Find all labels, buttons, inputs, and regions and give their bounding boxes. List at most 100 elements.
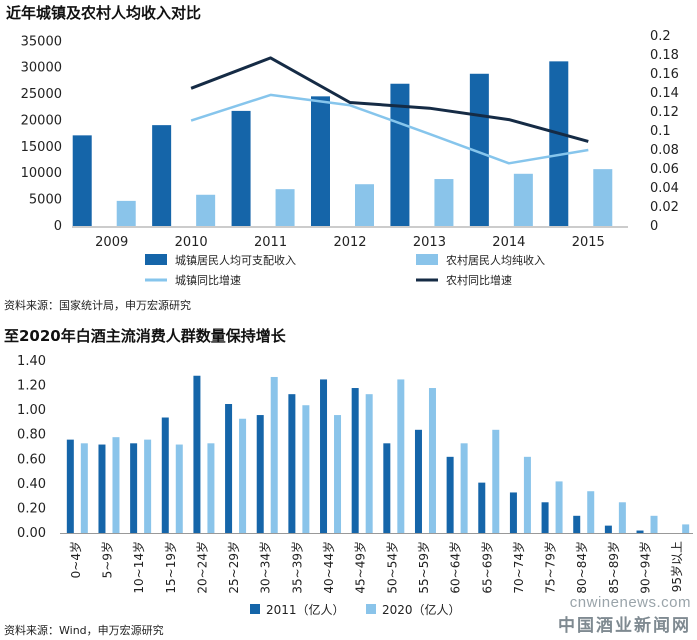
bar-25~29岁-s1 (239, 418, 247, 533)
bar-20~24岁-s0 (193, 375, 201, 533)
left-axis-tick-label: 5000 (29, 193, 62, 208)
x-tick-label: 85~89岁 (606, 541, 621, 594)
legend-label: 城镇同比增速 (175, 273, 241, 287)
right-axis-tick-label: 0.16 (650, 67, 679, 82)
legend-swatch (250, 604, 260, 614)
right-axis-tick-label: 0.2 (650, 29, 671, 44)
bar-30~34岁-s1 (270, 376, 278, 533)
bar-65~69岁-s0 (478, 482, 486, 533)
bar-25~29岁-s0 (225, 404, 233, 533)
right-axis-tick-label: 0.06 (650, 162, 679, 177)
bar-50~54岁-s0 (383, 443, 391, 533)
bar-90~94岁-s1 (650, 515, 658, 533)
legend-swatch (416, 254, 438, 265)
x-tick-label: 2015 (572, 235, 605, 250)
x-tick-label: 2014 (492, 235, 525, 250)
bar-2013-s0 (390, 83, 410, 226)
right-axis-tick-label: 0.18 (650, 48, 679, 63)
line-series-2 (190, 93, 589, 165)
x-tick-label: 80~84岁 (574, 541, 589, 594)
bar-85~89岁-s1 (618, 502, 626, 533)
bar-80~84岁-s1 (587, 491, 595, 533)
right-axis-tick-label: 0 (650, 219, 658, 234)
x-tick-label: 20~24岁 (194, 541, 209, 594)
bar-85~89岁-s0 (604, 525, 612, 533)
line-series-3 (190, 56, 589, 143)
bar-90~94岁-s0 (636, 530, 644, 533)
chart1-title: 近年城镇及农村人均收入对比 (6, 4, 202, 22)
x-tick-label: 2011 (254, 235, 287, 250)
bar-15~19岁-s0 (161, 417, 169, 533)
bar-70~74岁-s1 (523, 456, 531, 533)
bar-2015-s0 (549, 61, 569, 226)
bar-70~74岁-s0 (509, 492, 517, 533)
watermark-name: 中国酒业新闻网 (558, 616, 691, 636)
bar-0~4岁-s0 (66, 439, 74, 533)
chart1-svg: 0 5000 10000 15000 20000 25000 30000 35000 0 0.02… (21, 29, 679, 287)
bar-2014-s1 (513, 173, 533, 226)
bar-2014-s0 (469, 73, 489, 226)
bar-45~49岁-s0 (351, 388, 359, 533)
right-axis-tick-label: 0.1 (650, 124, 671, 139)
legend-label: 2011（亿人） (266, 602, 345, 617)
x-tick-label: 15~19岁 (163, 541, 178, 594)
right-axis-tick-label: 0.14 (650, 86, 679, 101)
x-tick-label: 2009 (95, 235, 128, 250)
right-axis-tick-label: 0.08 (650, 143, 679, 158)
legend-label: 农村居民人均纯收入 (446, 253, 545, 267)
watermark-logo: cnwinenews.com 中国酒业新闻网 (558, 594, 691, 636)
bar-2012-s1 (355, 184, 374, 226)
x-tick-label: 2013 (413, 235, 446, 250)
chart2-source: 资料来源：Wind，申万宏源研究 (4, 624, 164, 637)
bar-2010-s1 (196, 194, 216, 226)
left-axis-tick-label: 20000 (21, 113, 62, 128)
bar-10~14岁-s1 (144, 439, 152, 533)
x-tick-label: 75~79岁 (543, 541, 558, 594)
chart1-source: 资料来源：国家统计局，申万宏源研究 (4, 299, 191, 312)
left-axis-tick-label: 30000 (21, 61, 62, 76)
bar-10~14岁-s0 (130, 443, 138, 533)
bar-60~64岁-s0 (446, 456, 454, 533)
bar-40~44岁-s1 (334, 415, 342, 533)
x-tick-label: 40~44岁 (321, 541, 336, 594)
bar-2011-s0 (231, 110, 251, 226)
bar-75~79岁-s1 (555, 481, 563, 533)
bar-2015-s1 (593, 169, 613, 226)
y-axis-tick-label: 0.00 (17, 526, 46, 541)
right-axis-tick-label: 0.02 (650, 200, 679, 215)
bar-30~34岁-s0 (256, 415, 264, 533)
x-tick-label: 25~29岁 (226, 541, 241, 594)
left-axis-tick-label: 35000 (21, 34, 62, 49)
y-axis-tick-label: 0.20 (17, 501, 46, 516)
bar-2010-s0 (152, 125, 172, 226)
x-tick-label: 2010 (175, 235, 208, 250)
bar-60~64岁-s1 (460, 443, 468, 533)
bar-55~59岁-s0 (414, 429, 422, 533)
bar-5~9岁-s0 (98, 444, 106, 533)
bar-55~59岁-s1 (428, 388, 436, 533)
bar-65~69岁-s1 (492, 429, 500, 533)
y-axis-tick-label: 1.40 (17, 354, 46, 369)
bar-2013-s1 (434, 179, 454, 226)
x-tick-label: 90~94岁 (638, 541, 653, 594)
y-axis-tick-label: 0.60 (17, 452, 46, 467)
x-tick-label: 60~64岁 (448, 541, 463, 594)
right-axis-tick-label: 0.12 (650, 105, 679, 120)
x-tick-label: 0~4岁 (68, 541, 83, 578)
bar-45~49岁-s1 (365, 394, 373, 533)
bar-80~84岁-s0 (573, 515, 581, 533)
y-axis-tick-label: 0.80 (17, 428, 46, 443)
legend-label: 农村同比增速 (446, 273, 512, 287)
bar-0~4岁-s1 (80, 443, 88, 533)
x-tick-label: 65~69岁 (479, 541, 494, 594)
left-axis-tick-label: 0 (54, 219, 62, 234)
left-axis-tick-label: 25000 (21, 87, 62, 102)
x-tick-label: 35~39岁 (289, 541, 304, 594)
bar-5~9岁-s1 (112, 437, 120, 533)
bar-50~54岁-s1 (397, 379, 405, 533)
bar-2011-s1 (275, 189, 295, 226)
x-tick-label: 10~14岁 (131, 541, 146, 594)
right-axis-tick-label: 0.04 (650, 181, 679, 196)
x-tick-label: 2012 (333, 235, 366, 250)
bar-15~19岁-s1 (175, 444, 183, 533)
